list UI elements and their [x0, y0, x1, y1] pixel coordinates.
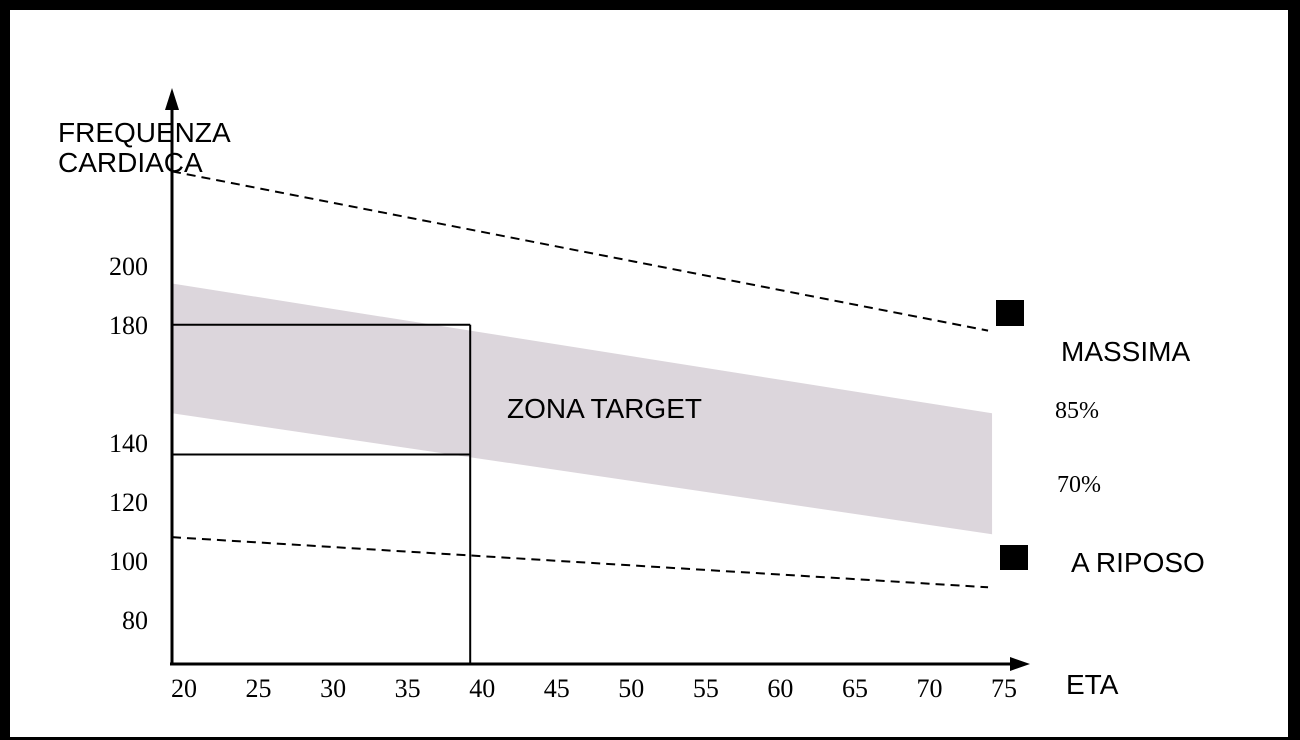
x-tick-label-40: 40	[469, 674, 495, 703]
x-tick-label-20: 20	[171, 674, 197, 703]
x-tick-label-50: 50	[618, 674, 644, 703]
y-tick-label-140: 140	[109, 429, 148, 458]
target-zone-band	[172, 283, 993, 535]
x-tick-label-55: 55	[693, 674, 719, 703]
y-axis-label-line-1: FREQUENZA	[58, 117, 231, 148]
x-tick-label-25: 25	[246, 674, 272, 703]
y-tick-label-120: 120	[109, 488, 148, 517]
x-tick-label-65: 65	[842, 674, 868, 703]
x-tick-label-75: 75	[991, 674, 1017, 703]
x-tick-label-30: 30	[320, 674, 346, 703]
y-tick-label-200: 200	[109, 252, 148, 281]
series-line-a-riposo	[171, 536, 989, 589]
example-box-layer	[172, 323, 472, 664]
label-layer: FREQUENZA CARDIACA ETA ZONA TARGET MASSI…	[58, 117, 1205, 700]
y-axis-arrowhead	[165, 88, 179, 110]
y-tick-label-100: 100	[109, 547, 148, 576]
target-band-layer	[172, 283, 993, 535]
percent-85-label: 85%	[1055, 398, 1099, 424]
y-axis-label-line-2: CARDIACA	[58, 147, 203, 178]
x-axis-arrowhead	[1010, 657, 1030, 671]
y-tick-label-180: 180	[109, 311, 148, 340]
x-tick-label-70: 70	[917, 674, 943, 703]
x-tick-label-45: 45	[544, 674, 570, 703]
massima-marker	[996, 300, 1024, 326]
x-tick-label-60: 60	[767, 674, 793, 703]
y-tick-label-80: 80	[122, 606, 148, 635]
a-riposo-marker	[1000, 545, 1028, 570]
series-layer	[171, 170, 989, 589]
x-axis-label: ETA	[1066, 669, 1119, 700]
a-riposo-label: A RIPOSO	[1071, 547, 1205, 578]
percent-70-label: 70%	[1057, 472, 1101, 498]
zona-target-label: ZONA TARGET	[507, 393, 702, 424]
series-line-massima	[171, 170, 989, 332]
massima-label: MASSIMA	[1061, 336, 1190, 367]
x-tick-label-35: 35	[395, 674, 421, 703]
tick-label-layer: 20 25 30 35 40 45 50 55 60 65 70 75 200 180 140 120 100 8…	[109, 252, 1017, 703]
axes-layer	[165, 88, 1030, 671]
